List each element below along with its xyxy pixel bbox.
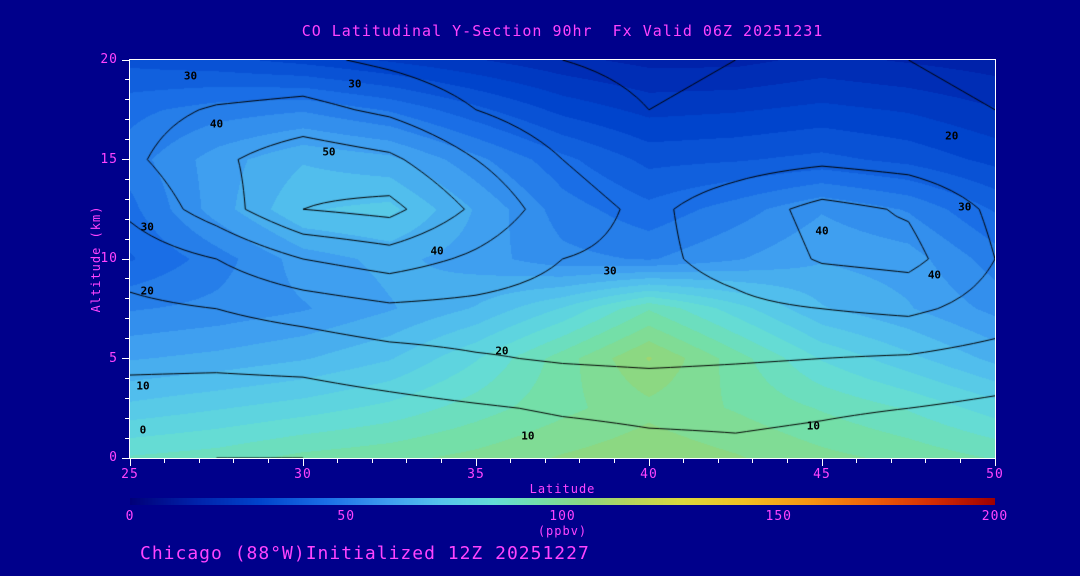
contour-value-label: 10 [136,379,150,393]
y-axis-minor-tick [125,178,129,180]
y-axis-tick-label: 5 [109,350,118,366]
y-axis-minor-tick [125,318,129,320]
x-axis-tick [648,459,650,466]
y-axis-tick-label: 0 [109,450,118,465]
contour-value-label: 30 [140,220,154,234]
colorbar-tick-label: 50 [337,509,356,524]
contour-value-label: 30 [183,69,198,83]
colorbar-tick-label: 0 [125,509,135,524]
contour-value-label: 0 [139,423,147,437]
x-axis-tick-label: 50 [986,467,1004,482]
y-axis-tick-label: 10 [100,251,118,266]
y-axis-tick [122,358,129,359]
x-axis-minor-tick [856,459,858,463]
x-axis-minor-tick [683,459,685,463]
x-axis-minor-tick [959,459,961,463]
y-axis-minor-tick [125,119,129,121]
colorbar-tick-label: 100 [549,509,576,524]
x-axis-tick [129,459,131,466]
x-axis-minor-tick [510,459,512,463]
chart-title: CO Latitudinal Y-Section 90hr Fx Valid 0… [301,22,824,40]
y-axis-tick-label: 15 [100,151,118,167]
y-axis-label-text: Altitude (km) [89,205,103,313]
contour-value-label: 40 [815,224,829,238]
x-axis-minor-tick [717,459,719,463]
y-axis-tick [122,59,129,61]
x-axis-minor-tick [925,459,927,463]
colorbar [130,498,995,505]
y-axis-tick [122,457,129,459]
contour-value-label: 20 [140,284,154,298]
y-axis-minor-tick [125,238,129,240]
colorbar-unit: (ppbv) [537,524,588,538]
x-axis-tick [821,459,823,466]
contour-value-label: 40 [927,268,942,282]
y-axis-minor-tick [125,298,129,300]
contour-value-label: 40 [430,244,444,258]
x-axis-minor-tick [752,459,754,463]
y-axis-minor-tick [125,397,129,399]
contour-value-label: 20 [945,129,959,143]
x-axis-minor-tick [164,459,166,463]
x-axis-tick-label: 25 [121,467,139,482]
y-axis-minor-tick [125,338,129,340]
contour-value-label: 40 [209,117,224,131]
y-axis-minor-tick [125,79,129,81]
x-axis-tick-label: 45 [813,467,831,482]
x-axis-minor-tick [786,459,788,463]
x-axis-minor-tick [267,459,269,463]
y-axis-minor-tick [125,99,129,101]
y-axis-minor-tick [125,139,129,141]
y-axis-minor-tick [125,437,129,439]
contour-value-label: 10 [806,419,820,433]
x-axis-minor-tick [440,459,442,463]
y-axis-minor-tick [125,377,129,379]
x-axis-tick [475,459,477,466]
y-axis-tick [122,159,129,160]
colorbar-tick-label: 200 [981,509,1009,524]
contour-value-label: 30 [348,77,362,91]
y-axis-tick-label: 20 [100,52,118,67]
plot-area: 30 30 40 50 20 30 30 20 10 0 40 30 20 40 40 10 10 [129,59,996,459]
x-axis-minor-tick [337,459,339,463]
y-axis-minor-tick [125,218,129,220]
x-axis-minor-tick [198,459,200,463]
x-axis-minor-tick [890,459,892,463]
x-axis-tick [302,459,304,466]
contour-value-label: 30 [958,200,972,214]
footer-caption: Chicago (88°W)Initialized 12Z 20251227 [140,543,590,564]
colorbar-tick-label: 150 [765,509,792,524]
x-axis-tick-label: 35 [467,467,485,482]
contour-plot-canvas [130,60,995,458]
x-axis-tick-label: 40 [640,467,658,482]
contour-value-label: 30 [603,264,617,278]
y-axis-minor-tick [125,417,129,419]
x-axis-tick [994,459,996,466]
y-axis-minor-tick [125,198,129,200]
x-axis-label: Latitude [529,482,596,496]
y-axis-tick [122,258,129,260]
contour-value-label: 20 [495,344,509,358]
x-axis-minor-tick [613,459,615,463]
x-axis-minor-tick [544,459,546,463]
contour-value-label: 50 [322,145,336,159]
contour-value-label: 10 [521,429,535,443]
x-axis-minor-tick [233,459,235,463]
x-axis-minor-tick [371,459,373,463]
y-axis-minor-tick [125,278,129,280]
x-axis-tick-label: 30 [294,467,312,482]
x-axis-minor-tick [406,459,408,463]
x-axis-minor-tick [579,459,581,463]
